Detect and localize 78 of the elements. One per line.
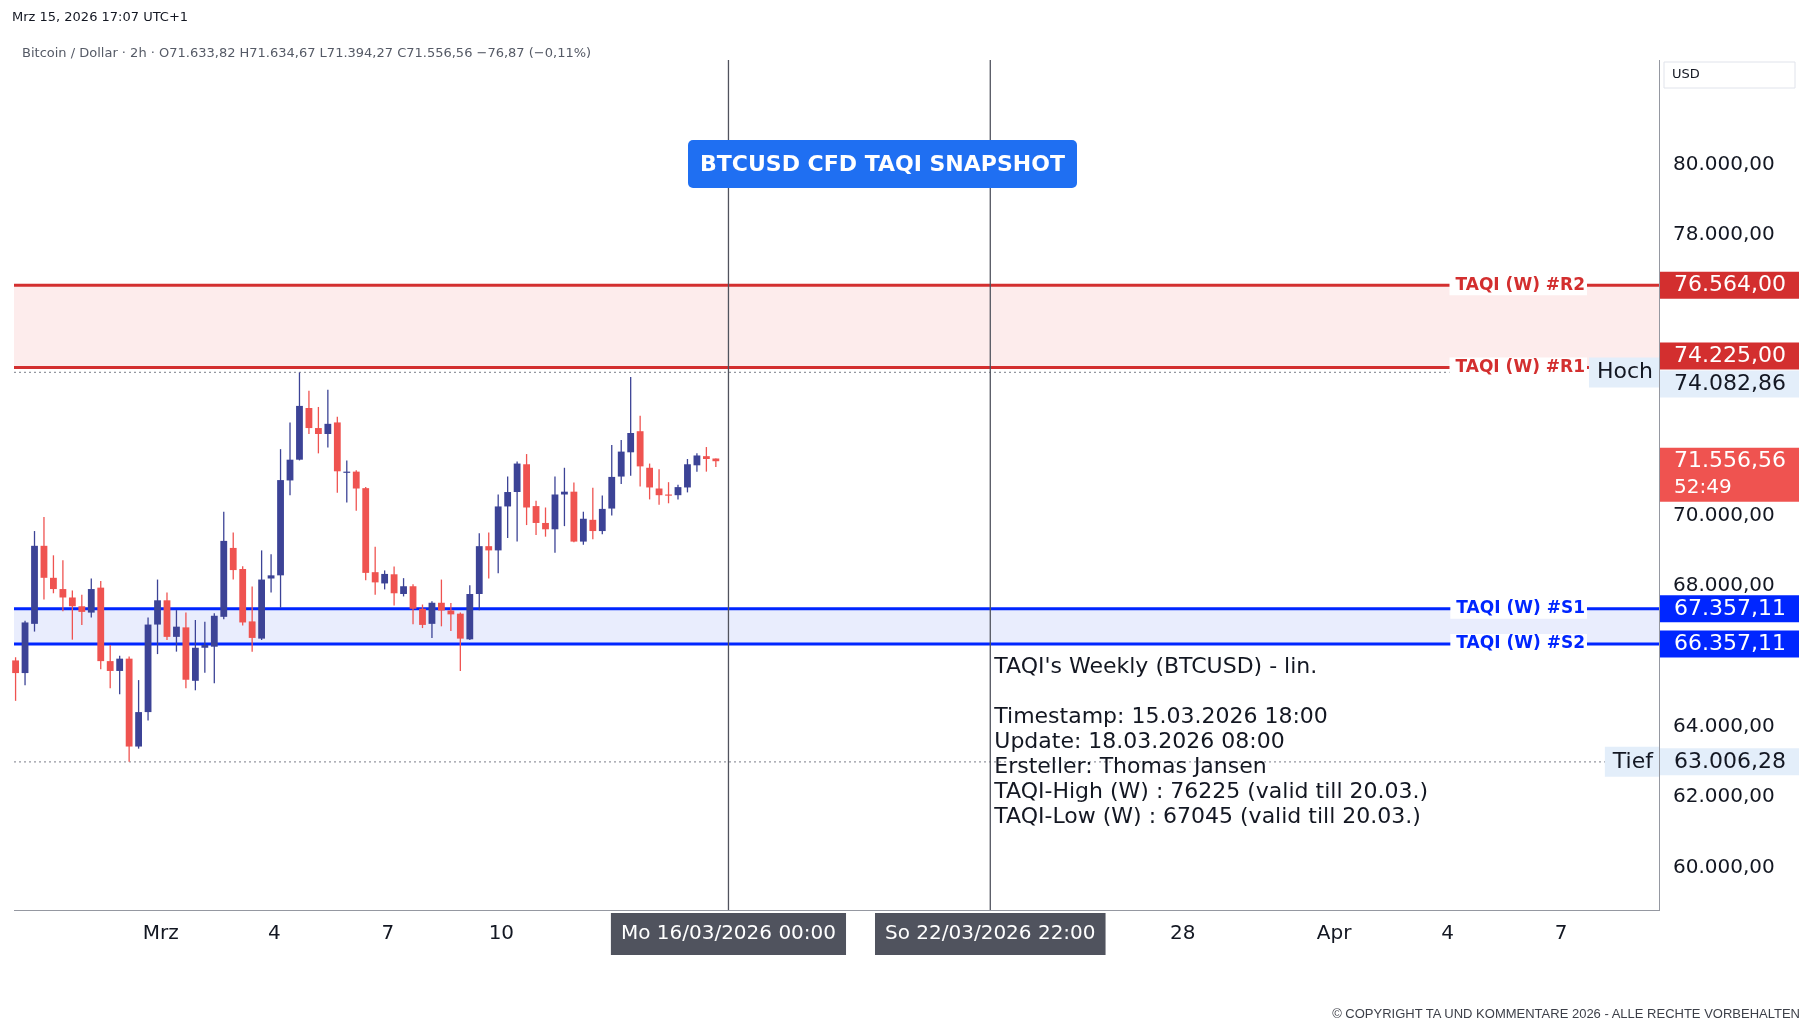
candlestick: [116, 655, 124, 695]
candlestick: [248, 585, 256, 653]
candlestick: [50, 554, 57, 594]
candlestick: [665, 481, 672, 504]
candlestick: [68, 589, 76, 641]
y-tick-label: 62.000,00: [1673, 783, 1775, 808]
ref-line-label: TAQI (W) #R1: [1455, 355, 1585, 376]
candlestick: [447, 602, 455, 632]
text: 52:49: [1674, 473, 1732, 498]
candlestick: [59, 559, 67, 612]
candlestick: [78, 594, 86, 626]
ref-line-label: Mo 16/03/2026 00:00: [620, 920, 837, 945]
candlestick: [684, 458, 691, 494]
candlestick: [589, 487, 597, 540]
x-tick-label: Apr: [1316, 920, 1353, 945]
text: 74.225,00: [1674, 342, 1786, 368]
text: 66.357,11: [1674, 630, 1786, 656]
candlestick: [87, 577, 95, 619]
text: © COPYRIGHT TA UND KOMMENTARE 2026 - ALLE RECHTE VORBEHALTEN: [1332, 1006, 1800, 1021]
candlestick: [693, 452, 701, 473]
text: 63.006,28: [1674, 748, 1786, 773]
ref-line-label: Hoch: [1596, 358, 1653, 384]
candlestick: [381, 569, 389, 591]
x-tick-label: 28: [1169, 920, 1196, 945]
y-tick-label: 64.000,00: [1673, 713, 1775, 738]
ref-line-label: So 22/03/2026 22:00: [884, 920, 1096, 945]
text: 67.357,11: [1674, 595, 1786, 621]
candlestick: [229, 531, 237, 581]
candlestick: [173, 609, 180, 653]
annotation: TAQI-High (W) : 76225 (valid till 20.03.): [993, 778, 1429, 804]
annotation: Update: 18.03.2026 08:00: [994, 728, 1285, 754]
text: USD: [1672, 66, 1700, 82]
candlestick: [485, 531, 493, 580]
text: 74.082,86: [1674, 370, 1786, 396]
y-tick-label: 80.000,00: [1673, 150, 1775, 175]
y-tick-label: 78.000,00: [1673, 220, 1775, 245]
candlestick: [390, 565, 398, 607]
candlestick: [702, 446, 710, 473]
text: 76.564,00: [1674, 271, 1786, 297]
annotation: Timestamp: 15.03.2026 18:00: [993, 703, 1328, 729]
ref-line-label: TAQI (W) #R2: [1455, 273, 1585, 294]
x-tick-label: 4: [1441, 920, 1455, 945]
text: 71.556,56: [1674, 447, 1786, 473]
candlestick: [627, 376, 635, 477]
text: Mrz 15, 2026 17:07 UTC+1: [12, 9, 189, 24]
candlestick: [201, 621, 209, 674]
x-tick-label: 7: [1554, 920, 1568, 945]
candlestick: [371, 546, 379, 596]
ref-line-label: TAQI (W) #S2: [1456, 632, 1585, 653]
candlestick: [409, 583, 417, 625]
candlestick: [646, 462, 654, 501]
annotation: Ersteller: Thomas Jansen: [994, 753, 1267, 779]
candlestick: [504, 475, 512, 539]
y-tick-label: 60.000,00: [1673, 853, 1775, 878]
x-tick-label: 4: [267, 920, 281, 945]
candlestick: [438, 578, 445, 627]
chart-subtitle: Bitcoin / Dollar · 2h · O71.633,82 H71.634,67 L71.394,27 C71.556,56 −76,87 (−0,11%): [22, 45, 592, 60]
candlestick: [267, 553, 275, 594]
annotation: TAQI's Weekly (BTCUSD) - lin.: [993, 653, 1318, 679]
candlestick: [352, 469, 360, 512]
annotation: TAQI-Low (W) : 67045 (valid till 20.03.): [993, 803, 1421, 829]
candlestick: [419, 603, 426, 629]
x-tick-label: 7: [381, 920, 395, 945]
text: BTCUSD CFD TAQI SNAPSHOT: [688, 140, 1077, 188]
candlestick: [324, 389, 332, 449]
candlestick: [579, 511, 587, 546]
candlestick: [400, 577, 407, 598]
candlestick: [106, 644, 114, 689]
candlestick: [12, 656, 19, 702]
candlestick: [542, 506, 549, 538]
ref-line-label: TAQI (W) #S1: [1456, 597, 1585, 618]
y-tick-label: 70.000,00: [1673, 502, 1775, 527]
y-tick-label: 68.000,00: [1673, 572, 1775, 597]
x-tick-label: 10: [488, 920, 515, 945]
candlestick: [598, 494, 606, 535]
candlestick: [314, 406, 322, 455]
x-tick-label: Mrz: [142, 920, 179, 945]
ref-line-label: Tief: [1611, 747, 1655, 773]
